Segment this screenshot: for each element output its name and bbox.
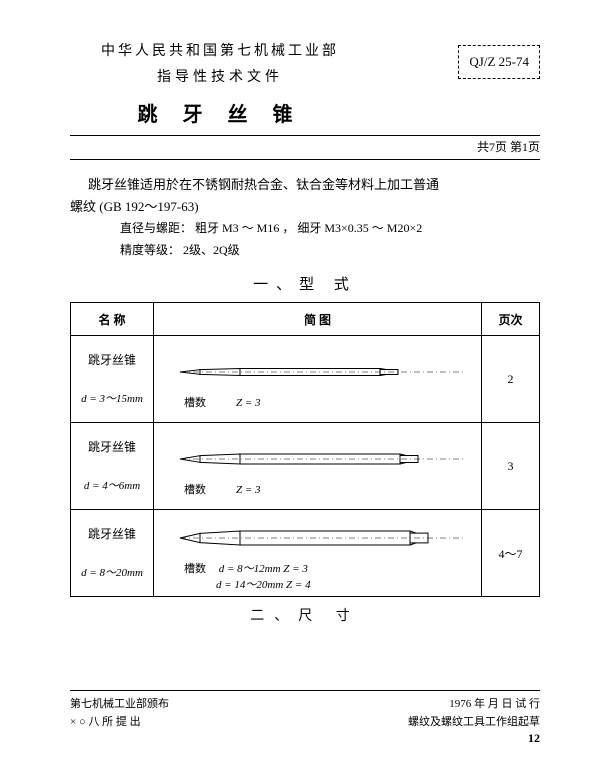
standard-code-box: QJ/Z 25-74 xyxy=(458,45,540,79)
z-value: Z = 3 xyxy=(236,397,261,409)
cell-page: 2 xyxy=(482,336,540,423)
cell-diagram: 槽数 Z = 3 xyxy=(154,336,482,423)
type-dim: d = 8～20mm xyxy=(77,566,147,581)
z-value: Z = 3 xyxy=(236,484,261,496)
spec1-label: 直径与螺距： xyxy=(120,221,192,235)
cell-name: 跳牙丝锥 d = 4～6mm xyxy=(71,423,154,510)
footer-right1: 1976 年 月 日 试 行 xyxy=(449,695,540,711)
z-line: d = 8～12mm Z = 3 xyxy=(216,560,311,576)
intro-block: 跳牙丝锥适用於在不锈钢耐热合金、钛合金等材料上加工普通 螺纹 (GB 192～1… xyxy=(70,174,540,261)
table-row: 跳牙丝锥 d = 8～20mm 槽数 d = 8～12mm Z = 3d = 1… xyxy=(71,510,540,597)
footer: 第七机械工业部颁布 1976 年 月 日 试 行 × ○ 八 所 提 出 螺纹及… xyxy=(70,690,540,746)
spec-line1: 直径与螺距： 粗牙 M3 ～ M16 ， 细牙 M3×0.35 ～ M20×2 xyxy=(120,218,540,240)
doc-type-line: 指导性技术文件 xyxy=(70,66,370,86)
groove-label: 槽数 xyxy=(184,560,206,576)
document-title: 跳 牙 丝 锥 xyxy=(70,98,370,127)
cell-diagram: 槽数 Z = 3 xyxy=(154,423,482,510)
cell-diagram: 槽数 d = 8～12mm Z = 3d = 14～20mm Z = 4 xyxy=(154,510,482,597)
cell-name: 跳牙丝锥 d = 3～15mm xyxy=(71,336,154,423)
z-line: d = 14～20mm Z = 4 xyxy=(216,576,311,592)
footer-right2: 螺纹及螺纹工具工作组起草 xyxy=(408,713,540,729)
table-row: 跳牙丝锥 d = 4～6mm 槽数 Z = 33 xyxy=(71,423,540,510)
table-row: 跳牙丝锥 d = 3～15mm 槽数 Z = 32 xyxy=(71,336,540,423)
section-2-title: 二、尺 寸 xyxy=(70,605,540,625)
spec-line2: 精度等级： 2级、2Q级 xyxy=(120,240,540,262)
type-name: 跳牙丝锥 xyxy=(77,526,147,543)
type-table: 名 称 简 图 页次 跳牙丝锥 d = 3～15mm 槽数 Z = 32 跳牙丝… xyxy=(70,302,540,597)
spec2-label: 精度等级： xyxy=(120,243,180,257)
tap-diagram xyxy=(170,439,470,479)
spec2: 2级、2Q级 xyxy=(183,243,240,257)
type-dim: d = 4～6mm xyxy=(77,479,147,494)
intro-line2: 螺纹 (GB 192～197-63) xyxy=(70,196,540,218)
page-number: 12 xyxy=(70,731,540,746)
spec1a: 粗牙 M3 ～ M16 xyxy=(195,221,279,235)
th-page: 页次 xyxy=(482,303,540,336)
organization-line: 中华人民共和国第七机械工业部 xyxy=(70,40,370,60)
header: 中华人民共和国第七机械工业部 指导性技术文件 跳 牙 丝 锥 QJ/Z 25-7… xyxy=(70,40,540,127)
table-header-row: 名 称 简 图 页次 xyxy=(71,303,540,336)
rule-top2 xyxy=(70,159,540,160)
intro-line1: 跳牙丝锥适用於在不锈钢耐热合金、钛合金等材料上加工普通 xyxy=(88,174,540,196)
type-name: 跳牙丝锥 xyxy=(77,439,147,456)
cell-page: 3 xyxy=(482,423,540,510)
th-name: 名 称 xyxy=(71,303,154,336)
cell-name: 跳牙丝锥 d = 8～20mm xyxy=(71,510,154,597)
type-dim: d = 3～15mm xyxy=(77,392,147,407)
cell-page: 4～7 xyxy=(482,510,540,597)
spec1b: ， 细牙 M3×0.35 ～ M20×2 xyxy=(282,221,422,235)
tap-diagram xyxy=(170,518,470,558)
footer-left2: × ○ 八 所 提 出 xyxy=(70,713,141,729)
section-1-title: 一、型 式 xyxy=(70,273,540,294)
groove-label: 槽数 xyxy=(184,481,206,497)
rule-top xyxy=(70,135,540,136)
groove-label: 槽数 xyxy=(184,394,206,410)
standard-code: QJ/Z 25-74 xyxy=(469,54,529,69)
page-count: 共7页 第1页 xyxy=(70,138,540,155)
th-diagram: 简 图 xyxy=(154,303,482,336)
type-name: 跳牙丝锥 xyxy=(77,352,147,369)
page-root: 中华人民共和国第七机械工业部 指导性技术文件 跳 牙 丝 锥 QJ/Z 25-7… xyxy=(0,0,600,655)
footer-left1: 第七机械工业部颁布 xyxy=(70,695,169,711)
tap-diagram xyxy=(170,352,470,392)
